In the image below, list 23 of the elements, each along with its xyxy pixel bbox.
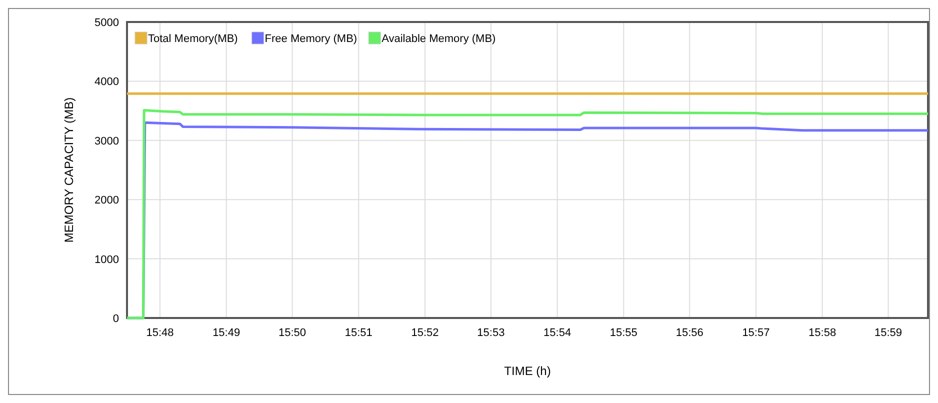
x-tick-label: 15:54 — [544, 327, 572, 339]
y-tick-label: 0 — [112, 313, 119, 325]
x-tick-label: 15:50 — [278, 327, 306, 339]
x-tick-label: 15:49 — [212, 327, 240, 339]
legend-label: Available Memory (MB) — [382, 33, 496, 45]
legend-label: Total Memory(MB) — [148, 33, 238, 45]
y-tick-label: 1000 — [94, 254, 119, 266]
x-tick-label: 15:52 — [411, 327, 439, 339]
x-tick-label: 15:55 — [610, 327, 638, 339]
x-tick-label: 15:48 — [146, 327, 174, 339]
y-tick-label: 4000 — [94, 76, 119, 88]
x-tick-label: 15:58 — [808, 327, 836, 339]
y-tick-label: 5000 — [94, 17, 119, 29]
y-tick-label: 2000 — [94, 194, 119, 207]
x-axis-title: TIME (h) — [504, 364, 551, 378]
x-tick-label: 15:53 — [477, 327, 505, 339]
y-axis-title: MEMORY CAPACITY (MB) — [62, 97, 76, 243]
x-tick-label: 15:51 — [344, 327, 372, 339]
x-tick-label: 15:59 — [874, 327, 902, 339]
legend-label: Free Memory (MB) — [264, 33, 358, 45]
x-tick-label: 15:57 — [742, 327, 770, 339]
x-tick-label: 15:56 — [676, 327, 704, 339]
y-tick-label: 3000 — [94, 135, 119, 148]
